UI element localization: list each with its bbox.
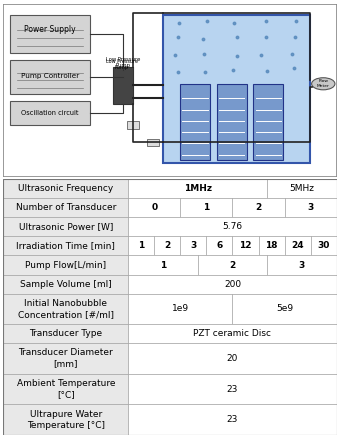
FancyBboxPatch shape: [129, 217, 337, 236]
FancyBboxPatch shape: [129, 236, 154, 256]
FancyBboxPatch shape: [233, 236, 258, 256]
Text: Ultrasonic Power [W]: Ultrasonic Power [W]: [19, 222, 113, 231]
FancyBboxPatch shape: [154, 236, 181, 256]
FancyBboxPatch shape: [233, 198, 285, 217]
FancyBboxPatch shape: [10, 101, 90, 125]
FancyBboxPatch shape: [3, 274, 129, 294]
Text: Low Pressure
Pump: Low Pressure Pump: [106, 59, 138, 70]
Text: 1: 1: [203, 203, 209, 212]
Text: 2: 2: [255, 203, 262, 212]
Text: 3: 3: [299, 260, 305, 270]
Text: Low Pressure
Pump: Low Pressure Pump: [106, 57, 140, 68]
FancyBboxPatch shape: [3, 256, 129, 274]
Text: 1: 1: [160, 260, 166, 270]
Circle shape: [311, 78, 335, 90]
FancyBboxPatch shape: [3, 4, 337, 177]
Text: 3: 3: [307, 203, 314, 212]
FancyBboxPatch shape: [180, 84, 210, 160]
FancyBboxPatch shape: [285, 198, 337, 217]
FancyBboxPatch shape: [3, 179, 129, 198]
Text: 23: 23: [227, 415, 238, 424]
FancyBboxPatch shape: [163, 15, 310, 163]
Text: Pump Controller: Pump Controller: [21, 73, 79, 79]
FancyBboxPatch shape: [3, 374, 129, 404]
Text: 5e9: 5e9: [276, 305, 293, 313]
Text: Initial Nanobubble
Concentration [#/ml]: Initial Nanobubble Concentration [#/ml]: [18, 299, 114, 319]
FancyBboxPatch shape: [113, 66, 133, 104]
FancyBboxPatch shape: [217, 84, 246, 160]
Text: Power Supply: Power Supply: [24, 25, 76, 34]
FancyBboxPatch shape: [129, 343, 337, 374]
FancyBboxPatch shape: [267, 179, 337, 198]
FancyBboxPatch shape: [3, 404, 129, 435]
FancyBboxPatch shape: [129, 374, 337, 404]
FancyBboxPatch shape: [310, 236, 337, 256]
FancyBboxPatch shape: [285, 236, 310, 256]
FancyBboxPatch shape: [129, 179, 267, 198]
FancyBboxPatch shape: [3, 343, 129, 374]
Text: Number of Transducer: Number of Transducer: [16, 203, 116, 212]
Text: 3: 3: [190, 242, 197, 250]
Text: 5MHz: 5MHz: [289, 184, 314, 193]
Text: PZT ceramic Disc: PZT ceramic Disc: [193, 329, 271, 338]
FancyBboxPatch shape: [206, 236, 233, 256]
FancyBboxPatch shape: [147, 139, 159, 146]
Text: 1e9: 1e9: [172, 305, 189, 313]
Text: 12: 12: [239, 242, 252, 250]
FancyBboxPatch shape: [129, 324, 337, 343]
FancyBboxPatch shape: [181, 236, 206, 256]
Text: Transducer Type: Transducer Type: [29, 329, 102, 338]
FancyBboxPatch shape: [198, 256, 267, 274]
Text: Ultrapure Water
Temperature [°C]: Ultrapure Water Temperature [°C]: [27, 409, 105, 430]
FancyBboxPatch shape: [3, 294, 129, 324]
Text: Ultrasonic Frequency: Ultrasonic Frequency: [18, 184, 114, 193]
Text: 30: 30: [318, 242, 330, 250]
Text: Irradiation Time [min]: Irradiation Time [min]: [16, 242, 115, 250]
FancyBboxPatch shape: [10, 59, 90, 94]
Text: 2: 2: [230, 260, 236, 270]
FancyBboxPatch shape: [181, 198, 233, 217]
FancyBboxPatch shape: [258, 236, 285, 256]
FancyBboxPatch shape: [129, 404, 337, 435]
FancyBboxPatch shape: [129, 198, 181, 217]
FancyBboxPatch shape: [3, 324, 129, 343]
FancyBboxPatch shape: [3, 236, 129, 256]
Text: 24: 24: [291, 242, 304, 250]
FancyBboxPatch shape: [3, 217, 129, 236]
FancyBboxPatch shape: [129, 294, 233, 324]
Text: Flow
Meter: Flow Meter: [317, 80, 330, 88]
Text: 2: 2: [164, 242, 171, 250]
Text: Ambient Temperature
[°C]: Ambient Temperature [°C]: [17, 379, 115, 399]
Text: 0: 0: [151, 203, 157, 212]
Text: 200: 200: [224, 280, 241, 288]
Text: Oscillation circuit: Oscillation circuit: [21, 110, 79, 116]
FancyBboxPatch shape: [253, 84, 283, 160]
Text: 6: 6: [216, 242, 223, 250]
FancyBboxPatch shape: [3, 198, 129, 217]
Text: 1: 1: [138, 242, 144, 250]
FancyBboxPatch shape: [10, 15, 90, 53]
Text: Transducer Diameter
[mm]: Transducer Diameter [mm]: [18, 348, 113, 368]
Text: 1MHz: 1MHz: [184, 184, 212, 193]
FancyBboxPatch shape: [128, 121, 139, 129]
Text: 23: 23: [227, 385, 238, 394]
FancyBboxPatch shape: [267, 256, 337, 274]
Text: Sample Volume [ml]: Sample Volume [ml]: [20, 280, 112, 288]
FancyBboxPatch shape: [129, 274, 337, 294]
FancyBboxPatch shape: [129, 256, 198, 274]
FancyBboxPatch shape: [233, 294, 337, 324]
Text: Pump Flow[L/min]: Pump Flow[L/min]: [25, 260, 106, 270]
Text: 18: 18: [265, 242, 278, 250]
Text: 5.76: 5.76: [222, 222, 242, 231]
Text: 20: 20: [227, 354, 238, 363]
